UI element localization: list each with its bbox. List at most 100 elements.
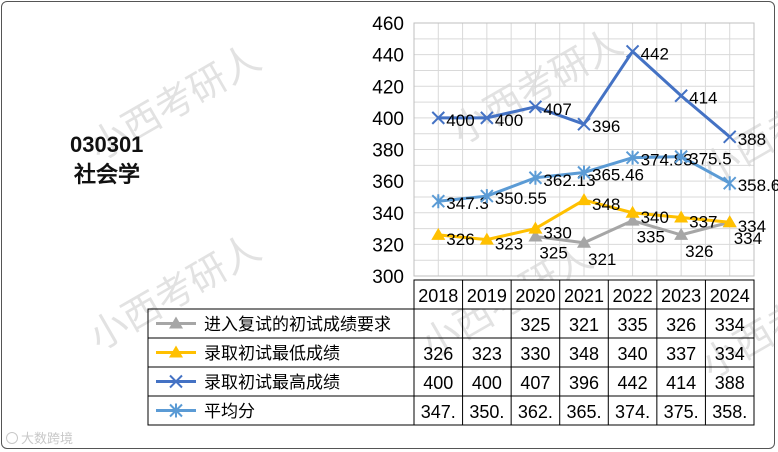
- data-label: 396: [592, 117, 620, 136]
- data-point: [479, 232, 494, 245]
- data-point: [625, 205, 640, 218]
- data-label: 323: [495, 235, 523, 254]
- data-point: [528, 170, 543, 185]
- data-label: 325: [539, 243, 567, 262]
- table-cell: 348: [569, 344, 599, 364]
- data-label: 375.5: [689, 150, 732, 169]
- table-header-row: [413, 279, 755, 310]
- data-label: 330: [543, 224, 571, 243]
- data-label: 414: [689, 89, 717, 108]
- data-label: 347.3: [446, 194, 489, 213]
- table-cell: 340: [618, 344, 648, 364]
- data-label: 362.13: [543, 171, 595, 190]
- data-label: 337: [689, 212, 717, 231]
- data-point: [431, 227, 446, 240]
- data-point: [674, 210, 689, 223]
- table-cell: 321: [569, 315, 599, 335]
- table-cell: 358.: [712, 402, 747, 422]
- data-label: 321: [588, 250, 616, 269]
- table-cell: 334: [715, 344, 745, 364]
- subject-label: 030301 社会学: [70, 130, 143, 190]
- data-point: [674, 149, 688, 164]
- data-label: 400: [446, 111, 474, 130]
- data-label: 340: [641, 208, 669, 227]
- data-point: [577, 117, 591, 131]
- plot-area: [413, 22, 755, 277]
- table-cell: 388: [715, 373, 745, 393]
- data-point: [528, 229, 543, 242]
- table-cell: 326: [666, 315, 696, 335]
- table-cell: 362.: [518, 402, 553, 422]
- data-label: 334: [734, 229, 762, 248]
- data-label: 400: [495, 111, 523, 130]
- y-tick-label: 440: [372, 46, 404, 67]
- table-year-header: 2023: [661, 286, 701, 306]
- table-cell: 347.: [421, 402, 456, 422]
- data-point: [625, 213, 640, 226]
- table-cell: 396: [569, 373, 599, 393]
- data-point: [528, 100, 543, 114]
- y-tick-label: 400: [372, 109, 404, 130]
- data-point: [528, 221, 543, 234]
- legend-label: 进入复试的初试成绩要求: [204, 315, 391, 334]
- table-cell: 330: [520, 344, 550, 364]
- data-point: [722, 215, 737, 228]
- table-cell: 414: [666, 373, 696, 393]
- legend-label: 录取初试最高成绩: [204, 373, 340, 392]
- data-point: [674, 89, 688, 103]
- table-cell: 350.: [469, 402, 504, 422]
- table-cell: 400: [423, 373, 453, 393]
- subject-code: 030301: [70, 132, 144, 157]
- legend-marker: [169, 403, 183, 418]
- data-point: [431, 194, 445, 209]
- data-label: 442: [641, 44, 669, 63]
- y-tick-label: 320: [372, 235, 404, 256]
- data-point: [431, 111, 445, 125]
- table-cell: 442: [618, 373, 648, 393]
- table-cell: 323: [472, 344, 502, 364]
- source-text: 大数跨境: [21, 432, 74, 447]
- data-label: 350.55: [495, 189, 547, 208]
- legend-label: 平均分: [204, 402, 255, 421]
- y-tick-label: 300: [372, 267, 404, 288]
- table-year-header: 2022: [613, 286, 653, 306]
- table-year-header: 2024: [710, 286, 750, 306]
- data-label: 335: [637, 228, 665, 247]
- legend-marker: [169, 345, 183, 358]
- table-year-header: 2020: [515, 286, 555, 306]
- table-year-header: 2018: [418, 286, 458, 306]
- legend-marker: [169, 374, 183, 389]
- table-cell: 325: [520, 315, 550, 335]
- subject-name: 社会学: [74, 162, 141, 187]
- data-point: [480, 111, 494, 125]
- table-row: [147, 395, 755, 426]
- data-point: [625, 44, 640, 59]
- data-label: 358.67: [738, 176, 778, 195]
- table-cell: 335: [618, 315, 648, 335]
- data-point: [723, 130, 737, 144]
- data-label: 365.46: [592, 165, 644, 184]
- source-logo-icon: [6, 432, 18, 444]
- legend-marker: [169, 316, 183, 329]
- data-label: 348: [592, 195, 620, 214]
- y-tick-label: 340: [372, 204, 404, 225]
- legend-label: 录取初试最低成绩: [204, 344, 340, 363]
- data-point: [480, 189, 494, 204]
- y-tick-label: 380: [372, 141, 404, 162]
- data-label: 334: [738, 217, 766, 236]
- data-label: 388: [738, 130, 766, 149]
- y-tick-label: 360: [372, 172, 404, 193]
- y-tick-label: 460: [372, 14, 404, 35]
- table-cell: 337: [666, 344, 696, 364]
- source-tag: 大数跨境: [6, 428, 73, 447]
- table-cell: 365.: [566, 402, 601, 422]
- data-point: [577, 165, 591, 180]
- table-year-header: 2021: [564, 286, 604, 306]
- data-point: [674, 227, 689, 240]
- data-point: [723, 176, 737, 191]
- table-cell: 334: [715, 315, 745, 335]
- table-cell: 374.: [615, 402, 650, 422]
- table-cell: 407: [520, 373, 550, 393]
- data-point: [625, 150, 640, 165]
